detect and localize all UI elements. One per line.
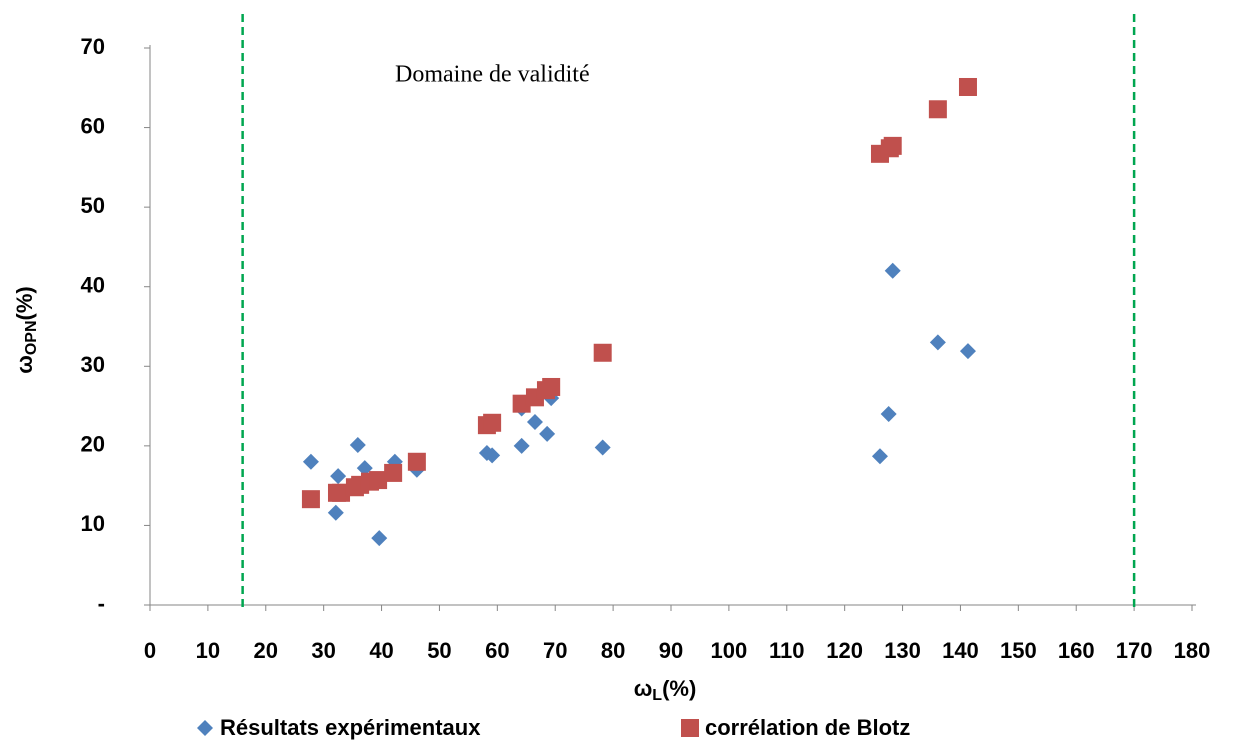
legend-marker (681, 719, 699, 737)
point (384, 463, 403, 482)
point (883, 136, 902, 155)
x-tick-label: 60 (485, 638, 509, 663)
x-tick-label: 40 (369, 638, 393, 663)
x-tick-label: 130 (884, 638, 921, 663)
point (327, 504, 344, 521)
x-tick-label: 160 (1058, 638, 1095, 663)
y-tick-label: 40 (81, 273, 105, 298)
x-tick-label: 30 (311, 638, 335, 663)
x-tick-label: 140 (942, 638, 979, 663)
y-tick-label: 60 (81, 113, 105, 138)
y-tick-label: 20 (81, 432, 105, 457)
x-tick-label: 70 (543, 638, 567, 663)
point (929, 334, 946, 351)
y-label-symbol: ω (12, 355, 37, 374)
point (542, 377, 561, 396)
legend-marker (197, 720, 213, 736)
point (332, 483, 351, 502)
point (526, 413, 543, 430)
point (959, 343, 976, 360)
x-tick-label: 120 (826, 638, 863, 663)
legend-label: corrélation de Blotz (705, 715, 910, 740)
x-label-subscript: L (652, 687, 662, 704)
point (330, 468, 347, 485)
point (356, 460, 373, 477)
point (593, 343, 612, 362)
point (484, 447, 501, 464)
y-axis-label: ωOPN(%) (12, 286, 40, 373)
point (871, 448, 888, 465)
point (301, 490, 320, 509)
point (369, 471, 388, 490)
y-tick-label: 70 (81, 34, 105, 59)
y-label-subscript: OPN (23, 320, 40, 355)
point (349, 437, 366, 454)
y-tick-label: 30 (81, 352, 105, 377)
x-tick-label: 10 (196, 638, 220, 663)
x-tick-label: 80 (601, 638, 625, 663)
annotation: Domaine de validité (395, 62, 590, 88)
y-tick-label: - (98, 591, 105, 616)
x-tick-label: 20 (254, 638, 278, 663)
legend-label: Résultats expérimentaux (220, 715, 481, 740)
x-tick-label: 110 (769, 638, 805, 663)
point (928, 100, 947, 119)
x-tick-label: 170 (1116, 638, 1153, 663)
point (407, 452, 426, 471)
point (958, 77, 977, 96)
point (371, 530, 388, 547)
point (513, 437, 530, 454)
y-tick-label: 10 (81, 511, 105, 536)
x-tick-label: 50 (427, 638, 451, 663)
y-label-unit: (%) (12, 286, 37, 320)
x-tick-label: 90 (659, 638, 683, 663)
x-axis-label: ωL(%) (634, 676, 697, 704)
point (594, 439, 611, 456)
point (880, 406, 897, 423)
point (302, 453, 319, 470)
point (539, 425, 556, 442)
x-tick-label: 180 (1174, 638, 1211, 663)
point (483, 413, 502, 432)
point (884, 262, 901, 279)
x-label-unit: (%) (662, 676, 696, 701)
x-tick-label: 100 (711, 638, 748, 663)
x-label-symbol: ω (634, 676, 653, 701)
y-tick-label: 50 (81, 193, 105, 218)
x-tick-label: 150 (1000, 638, 1037, 663)
x-tick-label: 0 (144, 638, 156, 663)
